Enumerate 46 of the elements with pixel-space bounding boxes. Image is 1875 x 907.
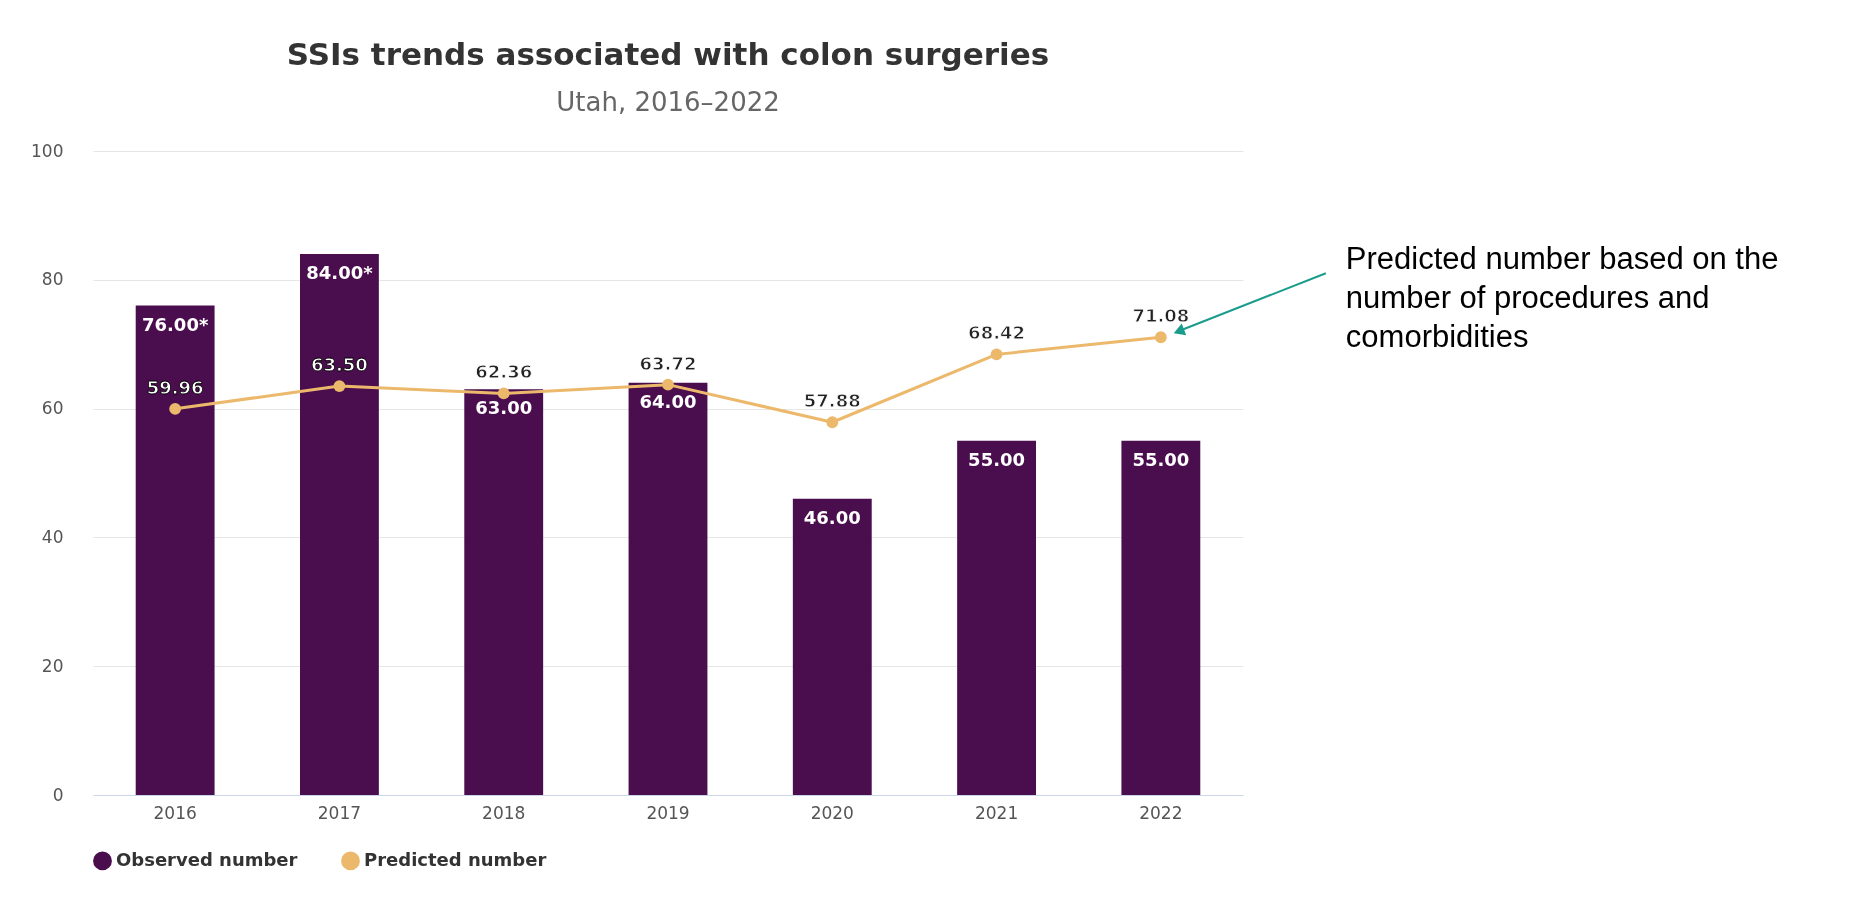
x-tick-label: 2017 [317, 802, 362, 823]
data-label: 57.88 [803, 390, 861, 412]
data-label: 46.00 [803, 506, 861, 528]
x-tick-label: 2022 [1139, 802, 1183, 823]
y-tick-label: 40 [41, 526, 64, 547]
data-label: 63.50 [310, 354, 368, 376]
bar [300, 254, 379, 795]
data-label: 62.36 [475, 361, 533, 383]
chart-subtitle: Utah, 2016–2022 [556, 87, 780, 117]
legend-label: Observed number [116, 848, 298, 870]
data-label: 63.72 [639, 352, 697, 374]
data-label: 71.08 [1132, 305, 1190, 327]
data-label: 55.00 [1132, 448, 1190, 470]
y-tick-label: 0 [52, 784, 64, 805]
data-label: 63.00 [475, 397, 533, 419]
bar [628, 382, 708, 795]
bar [1121, 440, 1201, 795]
point [1154, 331, 1167, 344]
x-tick-label: 2021 [974, 802, 1019, 823]
point [169, 402, 182, 415]
text: Predicted number based on the number of procedures and comorbidities [1345, 241, 1779, 355]
point [333, 380, 346, 392]
data-label: 59.96 [146, 376, 204, 398]
x-tick-label: 2018 [482, 802, 526, 823]
data-label: 76.00* [141, 313, 209, 335]
data-label: 64.00 [639, 390, 697, 412]
bar [957, 440, 1036, 795]
x-tick-label: 2020 [810, 802, 854, 823]
data-label: 68.42 [968, 322, 1026, 344]
point [990, 348, 1003, 361]
point [826, 416, 839, 429]
data-label: 84.00* [306, 262, 374, 284]
bar [135, 305, 215, 795]
x-tick-label: 2019 [646, 802, 690, 823]
y-tick-label: 60 [41, 398, 64, 419]
legend-label: Predicted number [364, 848, 547, 870]
x-tick-label: 2016 [153, 802, 197, 823]
data-label: 55.00 [968, 448, 1026, 470]
y-tick-label: 80 [41, 269, 64, 290]
bar [792, 498, 872, 795]
y-tick-label: 20 [41, 655, 64, 676]
point [662, 378, 674, 391]
point [497, 387, 510, 400]
y-tick-label: 100 [31, 140, 64, 161]
chart-title: SSIs trends associated with colon surgeries [286, 36, 1050, 72]
bar [464, 389, 544, 795]
